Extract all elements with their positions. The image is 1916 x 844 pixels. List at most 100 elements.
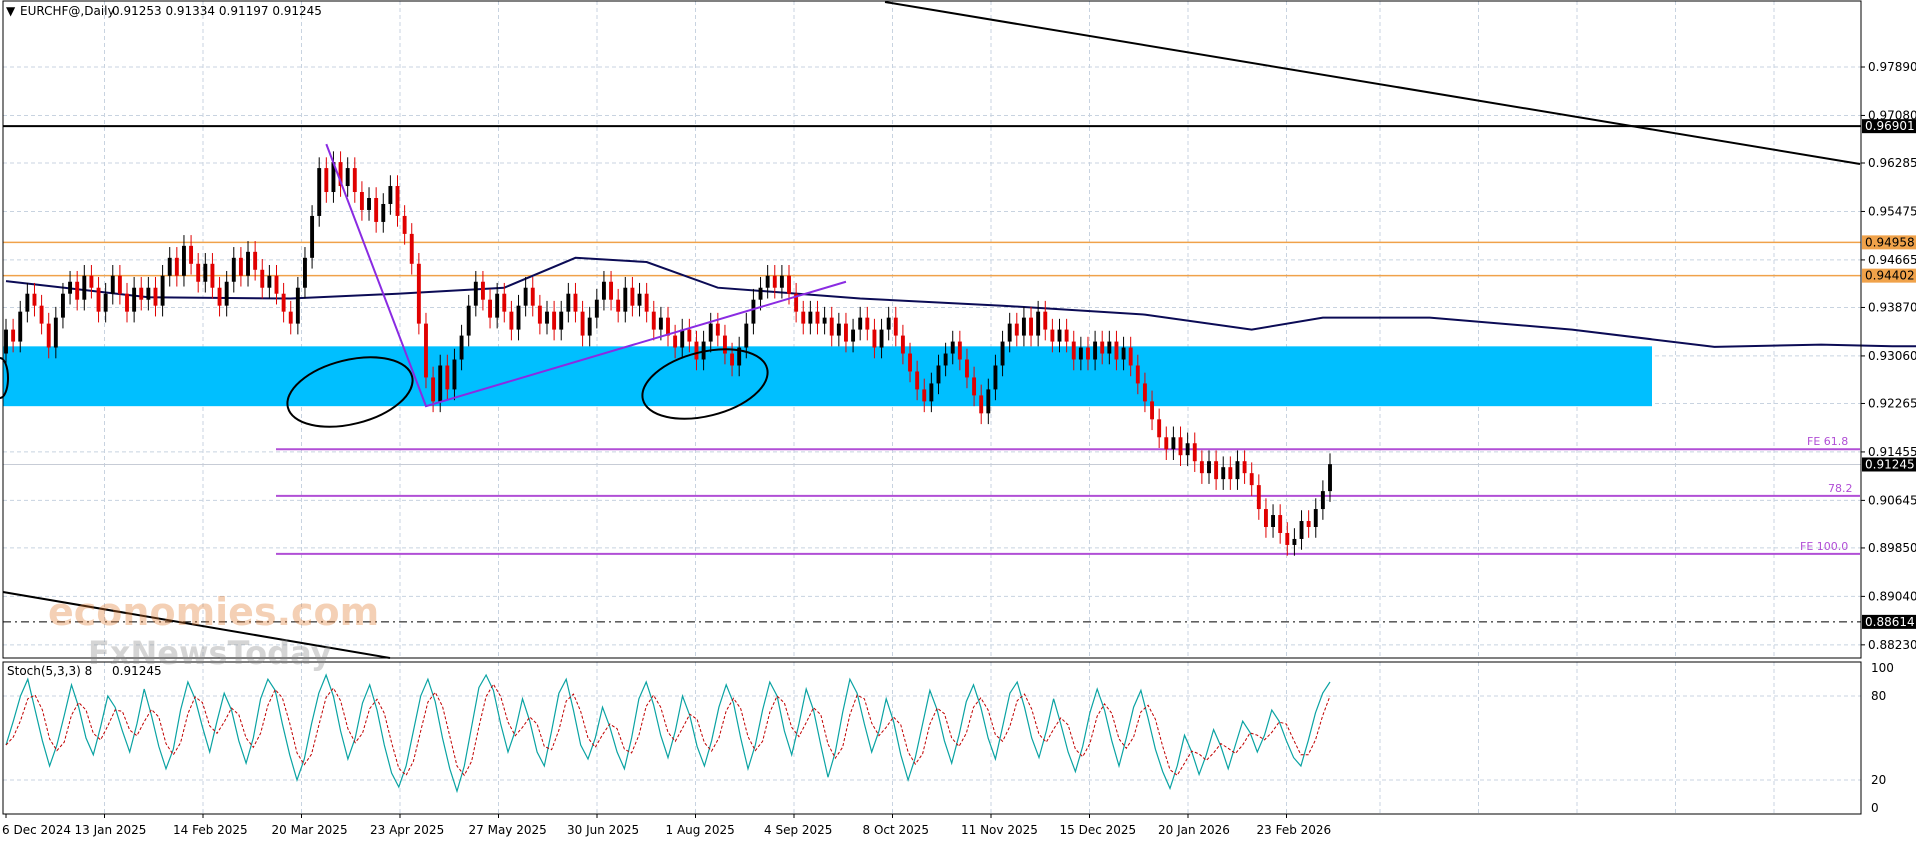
candle-body — [459, 335, 464, 360]
candle-body — [488, 299, 492, 318]
candle-body — [324, 168, 329, 193]
level-price-box — [1862, 119, 1916, 134]
candle-body — [231, 257, 236, 282]
candle-body — [587, 317, 592, 336]
candle-body — [1178, 437, 1183, 456]
candle-body — [545, 311, 549, 324]
candle-body — [110, 275, 115, 294]
candle-body — [473, 281, 478, 306]
candle-body — [438, 365, 443, 402]
candle-body — [1142, 383, 1147, 402]
candle-body — [11, 329, 16, 342]
chart-symbol-arrow[interactable]: ▼ — [6, 4, 16, 18]
candle-body — [367, 197, 371, 210]
candle-body — [922, 389, 927, 402]
candle-body — [46, 323, 51, 348]
candle-body — [993, 365, 998, 390]
x-tick-label: 11 Nov 2025 — [961, 823, 1038, 837]
candle-body — [936, 365, 941, 384]
candle-body — [651, 311, 656, 330]
candle-body — [765, 275, 770, 288]
candle-body — [260, 269, 265, 288]
demand-zone — [3, 346, 1652, 407]
candle-body — [580, 311, 585, 336]
candle-body — [779, 275, 784, 288]
candle-body — [573, 293, 578, 312]
candle-body — [82, 275, 87, 300]
y-tick-label: 0.97080 — [1868, 108, 1916, 122]
candle-body — [96, 287, 101, 312]
x-tick-label: 8 Oct 2025 — [863, 823, 930, 837]
candle-body — [1207, 461, 1211, 474]
x-tick-label: 1 Aug 2025 — [666, 823, 735, 837]
candle-body — [1328, 464, 1332, 492]
grid — [3, 1, 1861, 814]
candle-body — [808, 311, 813, 324]
candle-body — [666, 317, 670, 336]
candle-body — [117, 275, 122, 294]
candle-body — [295, 287, 300, 324]
stoch-label: Stoch(5,3,3) 8 — [7, 664, 92, 678]
stoch-main-line — [5, 673, 1331, 794]
x-tick-label: 27 May 2025 — [469, 823, 547, 837]
candle-body — [25, 293, 30, 312]
candle-body — [965, 359, 969, 378]
y-tick-label: 0.89850 — [1868, 541, 1916, 555]
candle-body — [39, 305, 44, 324]
main-panel-frame — [2, 0, 1862, 659]
candle-body — [132, 287, 137, 312]
candle-body — [32, 293, 37, 306]
candle-body — [1199, 461, 1204, 474]
candle-body — [288, 311, 293, 324]
candle-body — [644, 293, 649, 312]
candle-body — [1135, 365, 1140, 384]
candle-body — [502, 293, 507, 312]
candle-body — [1078, 347, 1083, 360]
candle-body — [1050, 329, 1055, 342]
candle-body — [751, 299, 756, 324]
candle-body — [1029, 317, 1033, 336]
candle-body — [772, 275, 777, 288]
candle-body — [787, 275, 791, 294]
candle-body — [103, 293, 108, 312]
candle-body — [801, 311, 806, 324]
candle-body — [844, 323, 848, 342]
candle-body — [253, 251, 258, 270]
chart-ohlc: 0.91253 0.91334 0.91197 0.91245 — [112, 4, 322, 18]
level-price-label: 0.94958 — [1865, 235, 1915, 249]
level-price-label: 0.88614 — [1865, 615, 1915, 629]
watermark-line1: economies.com — [48, 590, 379, 634]
candle-body — [338, 162, 343, 187]
candle-body — [167, 257, 172, 276]
candle-body — [694, 341, 699, 360]
watermark-line2: FxNewsToday — [88, 634, 332, 672]
candle-body — [658, 317, 663, 330]
y-tick-label: 0.96285 — [1868, 156, 1916, 170]
header-layer: ▼ EURCHF@,Daily 0.91253 0.91334 0.91197 … — [6, 4, 322, 18]
candle-body — [416, 263, 421, 324]
candle-body — [794, 293, 799, 312]
candle-body — [744, 323, 749, 348]
candle-body — [274, 275, 279, 294]
candle-body — [1021, 317, 1026, 336]
candle-body — [125, 293, 129, 312]
candle-body — [708, 323, 713, 342]
level-price-label: 0.96901 — [1865, 119, 1915, 133]
stoch-tick-label: 100 — [1871, 661, 1894, 675]
stoch-tick-label: 80 — [1871, 689, 1886, 703]
candle-body — [317, 168, 322, 216]
candle-body — [189, 245, 194, 264]
y-tick-label: 0.91455 — [1868, 445, 1916, 459]
zone-layer — [3, 346, 1652, 407]
candle-body — [374, 197, 379, 222]
candle-body — [1228, 467, 1233, 480]
candle-body — [89, 275, 94, 288]
candle-body — [879, 329, 884, 348]
candle-body — [943, 353, 948, 366]
candle-body — [1064, 329, 1069, 342]
candle-body — [972, 377, 977, 396]
candle-body — [18, 311, 23, 342]
candle-body — [1242, 461, 1247, 474]
